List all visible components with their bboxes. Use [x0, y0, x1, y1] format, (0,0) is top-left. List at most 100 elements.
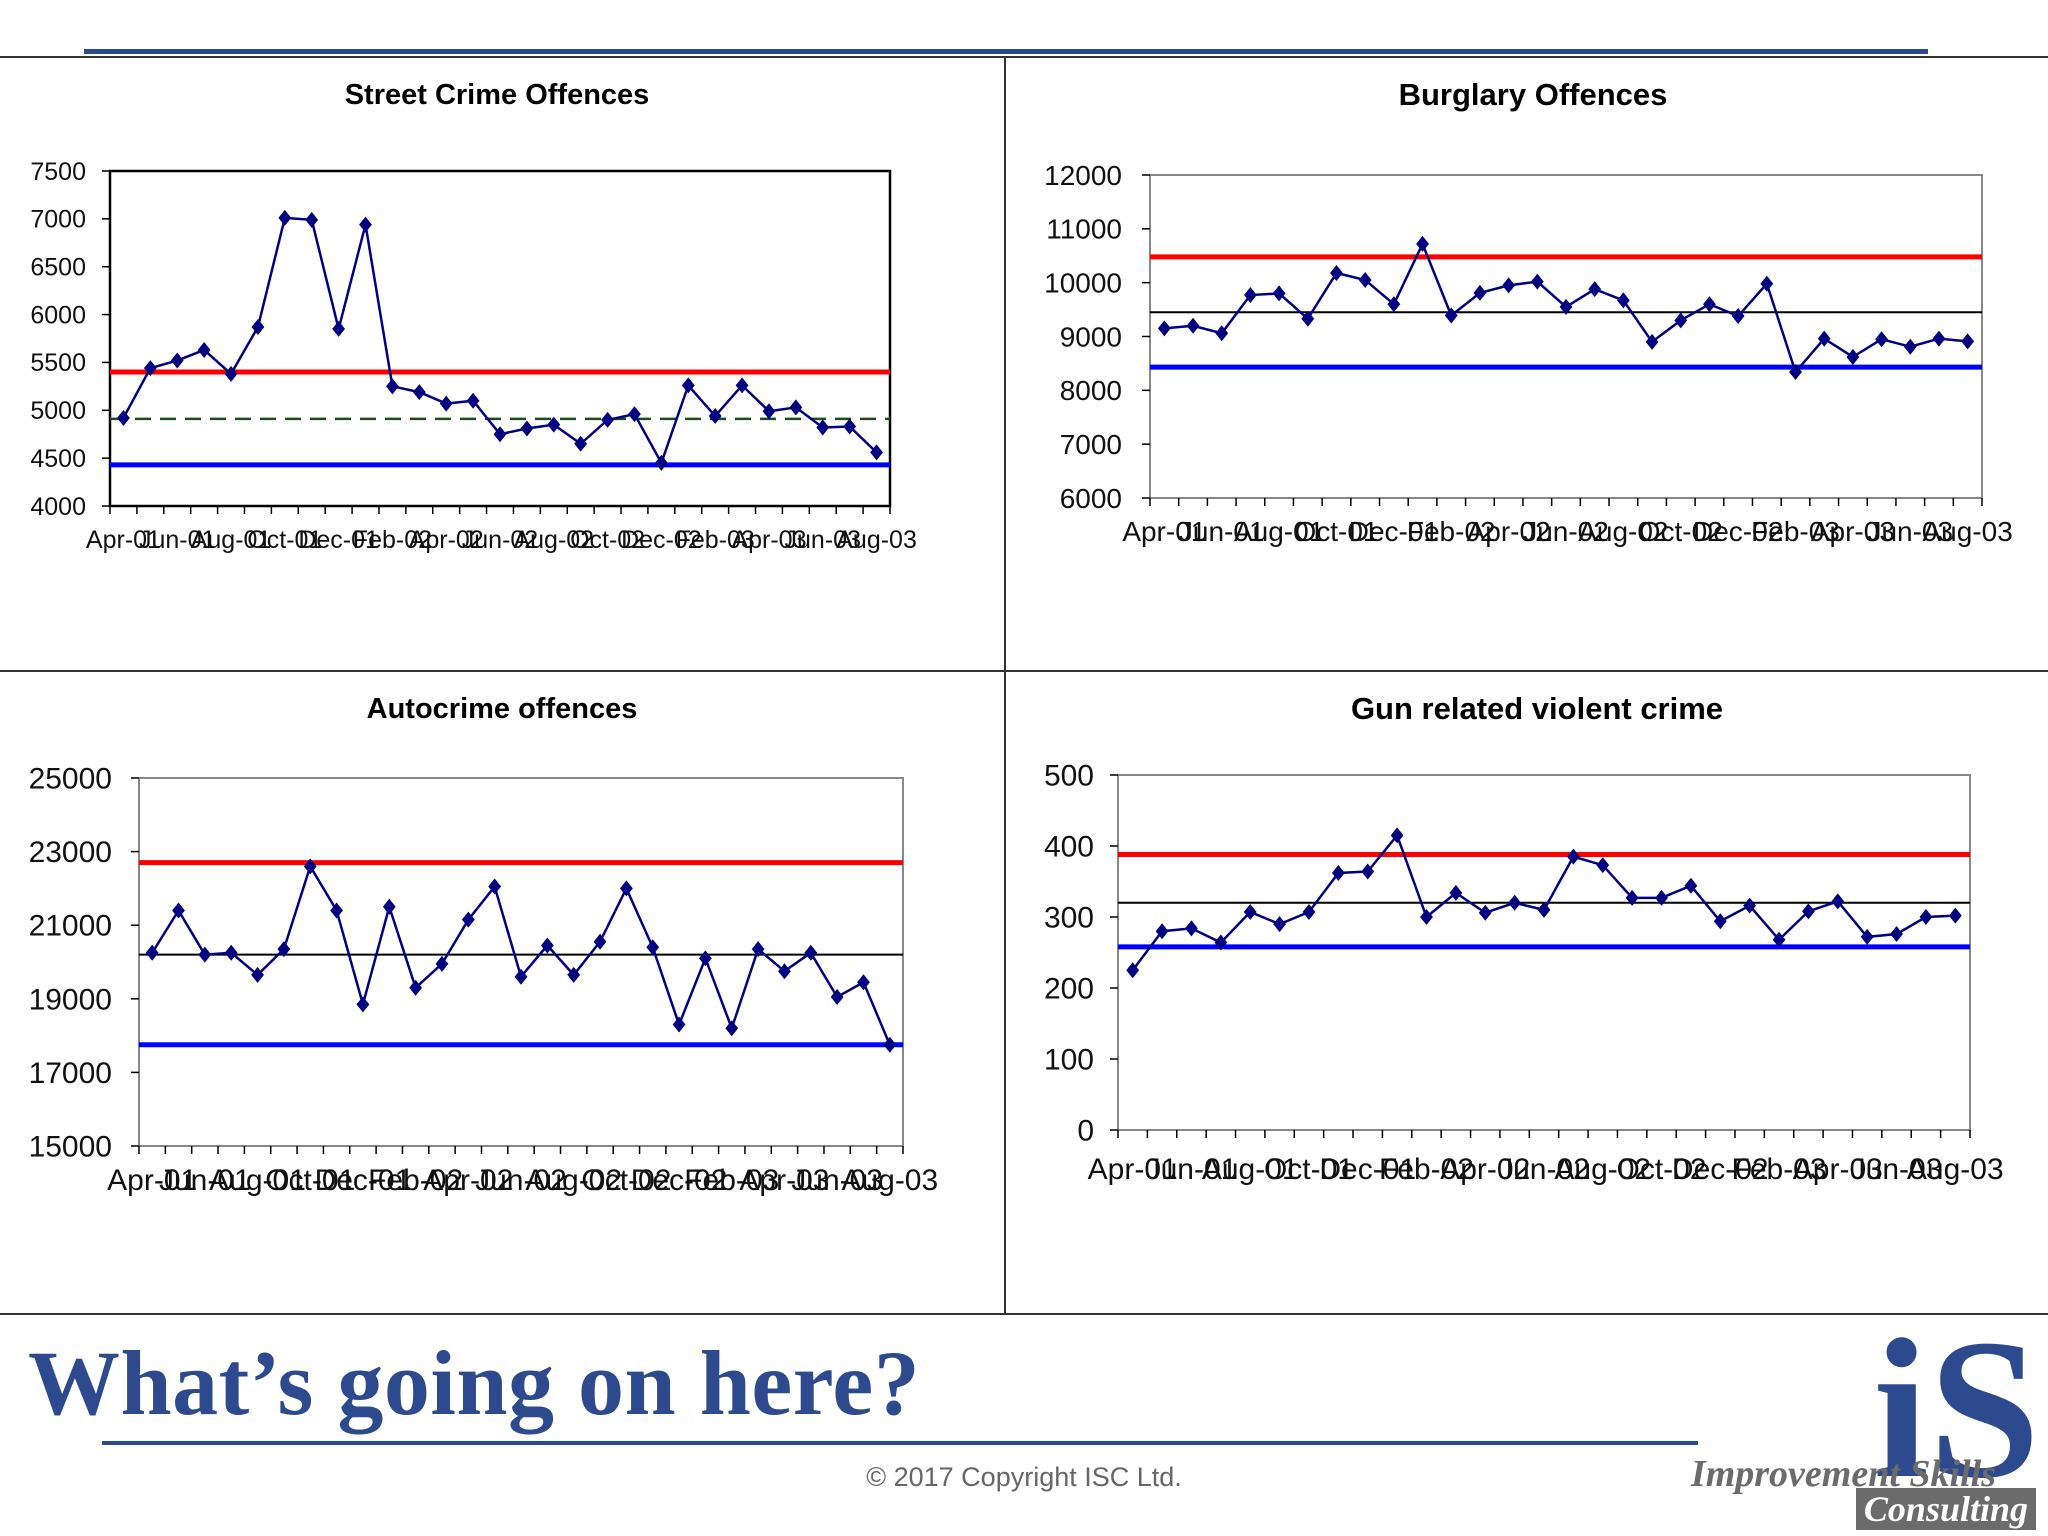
- data-point: [1559, 298, 1573, 315]
- data-point: [1244, 287, 1257, 304]
- x-tick-label: Jun-02: [462, 526, 538, 554]
- x-tick-label: Jun-02: [1523, 516, 1609, 547]
- data-point: [303, 858, 317, 875]
- x-tick-label: Jun-02: [475, 1164, 567, 1197]
- data-point: [439, 395, 453, 412]
- data-point: [751, 941, 765, 958]
- data-point: [1802, 903, 1815, 920]
- data-point: [1390, 827, 1404, 844]
- y-tick-label: 19000: [29, 983, 112, 1016]
- x-tick-label: Oct-02: [1639, 516, 1723, 547]
- company-logo: iS Improvement Skills Consulting: [1690, 1310, 2040, 1530]
- x-tick-label: Oct-02: [570, 526, 645, 554]
- data-point: [816, 419, 830, 436]
- x-tick-label: Aug-02: [1578, 516, 1668, 547]
- data-point: [547, 416, 561, 433]
- x-tick-label: Aug-01: [209, 1164, 306, 1197]
- data-point: [1588, 281, 1602, 298]
- x-tick-label: Dec-01: [1319, 1153, 1416, 1186]
- y-tick-label: 0: [1077, 1115, 1094, 1148]
- data-point: [601, 411, 614, 428]
- y-tick-label: 7000: [1060, 429, 1122, 460]
- data-point: [1713, 913, 1727, 930]
- top-rule: [84, 49, 1928, 54]
- chart-burglary: Burglary Offences 6000 7000 8000 9000 10000 11…: [1044, 77, 2013, 547]
- x-tick-label: Feb-03: [676, 526, 755, 554]
- x-tick-label: Aug-01: [1202, 1153, 1299, 1186]
- data-point: [305, 211, 319, 228]
- data-point: [1302, 904, 1316, 921]
- x-tick-label: Dec-01: [315, 1164, 412, 1197]
- x-tick-label: Dec-02: [621, 526, 702, 554]
- x-tick-label: Feb-03: [1751, 516, 1840, 547]
- data-point: [619, 880, 633, 897]
- grid-top-border: [0, 56, 2048, 58]
- data-point: [762, 403, 776, 420]
- x-tick-label: Aug-01: [191, 526, 272, 554]
- data-point: [412, 384, 426, 401]
- x-tick-label: Dec-02: [631, 1164, 728, 1197]
- data-point: [830, 988, 844, 1005]
- data-point: [628, 406, 641, 423]
- x-tick-label: Oct-01: [1294, 516, 1378, 547]
- data-point: [883, 1036, 897, 1053]
- data-point: [1890, 926, 1903, 943]
- data-point: [224, 365, 238, 382]
- x-tick-label: Jun-03: [1851, 1153, 1943, 1186]
- y-tick-label: 5000: [30, 397, 86, 425]
- x-tick-label: Apr-03: [1793, 1153, 1883, 1186]
- data-point: [1760, 275, 1774, 292]
- data-point: [593, 933, 607, 950]
- chart-panel-burglary: Burglary Offences 6000 7000 8000 9000 10000 11…: [1006, 58, 2048, 670]
- copyright-notice: © 2017 Copyright ISC Ltd.: [866, 1462, 1182, 1492]
- data-point: [699, 950, 712, 967]
- data-point: [1948, 907, 1962, 924]
- chart-title: Gun related violent crime: [1351, 691, 1723, 726]
- data-point: [1731, 308, 1745, 325]
- data-point: [435, 955, 449, 972]
- data-point: [143, 360, 157, 377]
- x-tick-label: Aug-02: [1554, 1153, 1651, 1186]
- x-tick-label: Apr-01: [1088, 1153, 1178, 1186]
- data-point: [567, 966, 581, 983]
- x-tick-label: Jun-03: [791, 1164, 883, 1197]
- slide-headline: What’s going on here?: [28, 1332, 921, 1434]
- y-tick-label: 4000: [30, 493, 86, 521]
- y-tick-label: 7500: [30, 158, 86, 186]
- y-tick-label: 7000: [30, 206, 86, 234]
- x-tick-label: Aug-01: [1234, 516, 1324, 547]
- data-point: [332, 320, 346, 337]
- chart-gun-crime: Gun related violent crime 0 100 200 300 400 50…: [1044, 691, 2004, 1186]
- plot-area: [138, 777, 904, 1147]
- logo-text-line2: Consulting: [1855, 1488, 2036, 1530]
- data-point: [1530, 273, 1544, 290]
- x-tick-label: Apr-02: [1467, 516, 1551, 547]
- y-tick-label: 11000: [1046, 214, 1122, 245]
- x-tick-label: Apr-02: [409, 526, 484, 554]
- data-point: [1387, 296, 1401, 313]
- x-tick-label: Feb-02: [368, 1164, 463, 1197]
- chart-panel-gun-crime: Gun related violent crime 0 100 200 300 400 50…: [1006, 672, 2048, 1313]
- x-tick-label: Dec-01: [298, 526, 379, 554]
- chart-title: Autocrime offences: [367, 693, 638, 725]
- data-point: [654, 454, 668, 471]
- data-point: [1903, 338, 1917, 355]
- x-tick-label: Apr-02: [423, 1164, 513, 1197]
- data-point: [843, 418, 857, 435]
- data-point: [466, 392, 480, 409]
- chart-title: Street Crime Offences: [345, 79, 650, 111]
- data-point: [224, 944, 238, 961]
- y-tick-label: 200: [1044, 973, 1094, 1006]
- data-point: [356, 996, 370, 1013]
- x-tick-label: Apr-01: [86, 526, 161, 554]
- data-point: [514, 968, 528, 985]
- x-tick-label: Jun-03: [785, 526, 861, 554]
- y-tick-label: 8000: [1060, 375, 1122, 406]
- x-tick-label: Aug-03: [836, 526, 917, 554]
- x-tick-label: Dec-02: [1693, 516, 1783, 547]
- chart-title: Burglary Offences: [1399, 77, 1668, 112]
- data-point: [1185, 920, 1198, 937]
- y-tick-label: 100: [1044, 1044, 1094, 1077]
- y-tick-label: 4500: [30, 445, 86, 473]
- data-point: [1215, 325, 1229, 342]
